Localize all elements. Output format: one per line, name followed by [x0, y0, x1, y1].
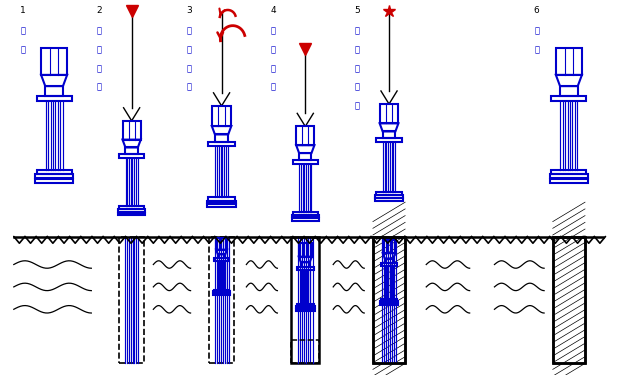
Bar: [208, 142, 235, 146]
Text: 完: 完: [534, 27, 539, 36]
Bar: [373, 237, 405, 364]
Bar: [214, 290, 229, 291]
Text: 升: 升: [187, 83, 192, 92]
Text: 提: 提: [354, 83, 359, 92]
Text: 下: 下: [270, 64, 275, 73]
Bar: [120, 206, 144, 209]
Bar: [209, 237, 234, 364]
Bar: [207, 200, 236, 203]
Text: 量: 量: [354, 27, 359, 36]
Bar: [376, 192, 402, 195]
Bar: [299, 243, 312, 257]
Bar: [381, 299, 397, 301]
Text: 1: 1: [20, 6, 26, 15]
Bar: [123, 121, 141, 139]
Bar: [380, 303, 398, 305]
Bar: [292, 218, 319, 221]
Bar: [297, 267, 314, 270]
Text: 提: 提: [187, 64, 192, 73]
Bar: [556, 48, 582, 75]
Bar: [207, 204, 236, 207]
Text: 压: 压: [270, 45, 275, 55]
Bar: [297, 304, 314, 306]
Bar: [125, 147, 138, 154]
Bar: [120, 154, 144, 158]
Bar: [376, 138, 402, 142]
Bar: [118, 209, 145, 212]
Bar: [214, 293, 230, 295]
Bar: [296, 126, 315, 145]
Text: 压: 压: [187, 45, 192, 55]
Text: 沉: 沉: [97, 83, 102, 92]
Bar: [385, 259, 393, 263]
Bar: [551, 96, 586, 101]
Bar: [296, 306, 315, 308]
Bar: [37, 96, 72, 101]
Bar: [373, 237, 405, 364]
Bar: [375, 195, 403, 197]
Text: 定: 定: [21, 27, 26, 36]
Bar: [292, 237, 319, 364]
Text: 下: 下: [97, 64, 102, 73]
Bar: [381, 263, 397, 266]
Text: 3: 3: [186, 6, 192, 15]
Text: 液: 液: [187, 27, 192, 36]
Bar: [216, 238, 227, 250]
Bar: [35, 174, 74, 178]
Bar: [560, 86, 578, 96]
Bar: [553, 237, 585, 364]
Bar: [118, 212, 145, 215]
Bar: [549, 179, 588, 183]
Bar: [299, 153, 312, 160]
Bar: [208, 197, 235, 200]
Bar: [553, 237, 585, 364]
Bar: [379, 104, 398, 123]
Bar: [218, 255, 226, 258]
Text: 液: 液: [270, 27, 275, 36]
Bar: [549, 174, 588, 178]
Bar: [293, 212, 318, 215]
Text: 液: 液: [354, 64, 359, 73]
Bar: [375, 199, 403, 201]
Text: 升: 升: [354, 102, 359, 111]
Bar: [296, 309, 315, 311]
Bar: [37, 170, 72, 174]
Text: 沉: 沉: [270, 83, 275, 92]
Bar: [293, 160, 318, 164]
Text: 5: 5: [354, 6, 359, 15]
Bar: [45, 86, 63, 96]
Bar: [119, 237, 144, 364]
Bar: [212, 106, 231, 126]
Bar: [301, 262, 310, 267]
Text: 位: 位: [21, 45, 26, 55]
Bar: [215, 135, 228, 142]
Text: 成: 成: [534, 45, 539, 55]
Bar: [292, 340, 319, 364]
Text: 6: 6: [534, 6, 540, 15]
Bar: [383, 240, 395, 253]
Bar: [383, 132, 396, 138]
Bar: [35, 179, 74, 183]
Bar: [380, 301, 398, 303]
Text: 液: 液: [97, 27, 102, 36]
Text: 压: 压: [97, 45, 102, 55]
Bar: [551, 170, 586, 174]
Bar: [41, 48, 67, 75]
Bar: [214, 291, 230, 293]
Text: 压: 压: [354, 45, 359, 55]
Text: 2: 2: [97, 6, 102, 15]
Text: 4: 4: [270, 6, 276, 15]
Bar: [214, 258, 229, 261]
Bar: [292, 215, 319, 217]
